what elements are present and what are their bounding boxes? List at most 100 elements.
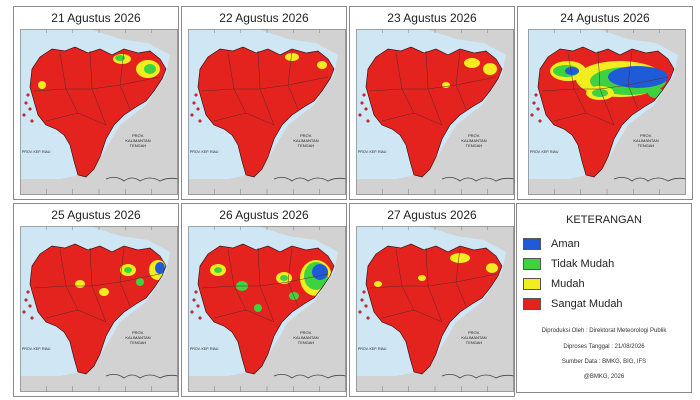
coastline	[273, 177, 346, 182]
map-panel: 21 Agustus 2026 PROV. KALIMANTAN TENGAH PRO…	[13, 6, 179, 200]
island	[366, 119, 370, 123]
map-panel: 27 Agustus 2026 PROV. KALIMANTAN TENGAH PRO…	[349, 203, 515, 397]
island	[534, 93, 538, 97]
west-label: PROV. KEP. RIAU	[358, 150, 387, 154]
coastline	[441, 374, 514, 379]
risk-zone	[486, 263, 498, 273]
risk-zone	[155, 262, 165, 274]
neighbor-label: PROV. KALIMANTAN TENGAH	[125, 133, 150, 148]
west-label: PROV. KEP. RIAU	[358, 347, 387, 351]
legend-label: Tidak Mudah	[551, 258, 615, 270]
produced-by-note: Diproduksi Oleh : Direktorat Meteorologi…	[541, 328, 667, 334]
panel-date: 26 Agustus 2026	[219, 208, 309, 222]
legend-label: Sangat Mudah	[551, 298, 623, 310]
west-label: PROV. KEP. RIAU	[530, 150, 559, 154]
district-border	[33, 273, 161, 289]
district-border	[213, 112, 275, 126]
risk-zone	[285, 53, 299, 61]
province-fill	[366, 47, 502, 177]
risk-zone	[608, 66, 668, 88]
neighbor-land	[356, 226, 514, 392]
island	[366, 316, 370, 320]
legend-item-mudah: Mudah	[523, 277, 585, 291]
risk-zone	[317, 61, 327, 69]
risk-zone	[442, 82, 450, 88]
island	[364, 107, 368, 111]
risk-zone	[115, 55, 125, 61]
island	[28, 304, 32, 308]
island	[358, 113, 362, 117]
province-map: PROV. KALIMANTAN TENGAH PROV. KEP. RIAU	[528, 29, 686, 195]
province-outline	[29, 46, 167, 178]
province-map: PROV. KALIMANTAN TENGAH PROV. KEP. RIAU	[188, 29, 346, 195]
risk-zone	[99, 288, 109, 296]
risk-zone	[254, 304, 262, 312]
panel-date: 21 Agustus 2026	[51, 11, 141, 25]
district-border	[33, 76, 161, 92]
west-label: PROV. KEP. RIAU	[190, 347, 219, 351]
legend-label: Aman	[551, 238, 580, 250]
map-panel: 25 Agustus 2026 PROV. KALIMANTAN TENGAH PRO…	[13, 203, 179, 397]
map-panel: 22 Agustus 2026 PROV. KALIMANTAN TENGAH PRO…	[181, 6, 347, 200]
province-map: PROV. KALIMANTAN TENGAH PROV. KEP. RIAU	[188, 226, 346, 392]
province-fill	[30, 244, 166, 374]
island	[362, 93, 366, 97]
province-outline	[365, 243, 503, 375]
risk-overlay	[285, 53, 327, 69]
legend-item-sangat-mudah: Sangat Mudah	[523, 297, 623, 311]
province-outline	[29, 243, 167, 375]
district-border	[213, 309, 275, 323]
island	[198, 119, 202, 123]
legend-swatch	[523, 298, 541, 310]
province-fill	[30, 47, 166, 177]
island	[538, 119, 542, 123]
risk-overlay	[38, 54, 160, 89]
district-border	[369, 76, 497, 92]
island	[530, 113, 534, 117]
district-border	[45, 112, 107, 126]
district-border	[201, 76, 329, 92]
province-map: PROV. KALIMANTAN TENGAH PROV. KEP. RIAU	[356, 226, 514, 392]
legend-box: KETERANGAN Aman Tidak Mudah Mudah Sangat…	[516, 203, 692, 393]
island	[360, 298, 364, 302]
district-border	[201, 273, 329, 289]
district-border	[381, 112, 443, 126]
neighbor-label: PROV. KALIMANTAN TENGAH	[293, 330, 318, 345]
legend-item-tidak-mudah: Tidak Mudah	[523, 257, 614, 271]
map-frame	[188, 29, 346, 195]
neighbor-land	[20, 29, 178, 195]
risk-zone	[592, 89, 608, 97]
district-border	[553, 112, 615, 126]
coastline	[441, 177, 514, 182]
risk-zone	[483, 63, 497, 75]
island	[26, 93, 30, 97]
island	[196, 107, 200, 111]
neighbor-land	[528, 29, 686, 195]
map-frame	[356, 29, 514, 195]
neighbor-label: PROV. KALIMANTAN TENGAH	[293, 133, 318, 148]
island	[30, 119, 34, 123]
province-fill	[366, 244, 502, 374]
map-frame	[20, 29, 178, 195]
island	[536, 107, 540, 111]
island	[22, 113, 26, 117]
neighbor-label: PROV. KALIMANTAN TENGAH	[461, 330, 486, 345]
risk-zone	[312, 264, 328, 280]
province-outline	[365, 46, 503, 178]
map-panel: 24 Agustus 2026 PROV. KALIMANTAN TENGAH PRO…	[517, 6, 693, 200]
risk-zone	[136, 278, 144, 286]
island	[364, 304, 368, 308]
coastline	[273, 374, 346, 379]
coastline	[105, 374, 178, 379]
province-fill	[198, 47, 334, 177]
district-border	[369, 273, 497, 289]
processed-date-note: Diproses Tanggal : 21/08/2026	[563, 344, 645, 350]
island	[28, 107, 32, 111]
island	[24, 101, 28, 105]
neighbor-label: PROV. KALIMANTAN TENGAH	[125, 330, 150, 345]
risk-zone	[280, 275, 288, 281]
panel-date: 22 Agustus 2026	[219, 11, 309, 25]
west-label: PROV. KEP. RIAU	[190, 150, 219, 154]
panel-date: 27 Agustus 2026	[387, 208, 477, 222]
province-outline	[537, 46, 675, 178]
